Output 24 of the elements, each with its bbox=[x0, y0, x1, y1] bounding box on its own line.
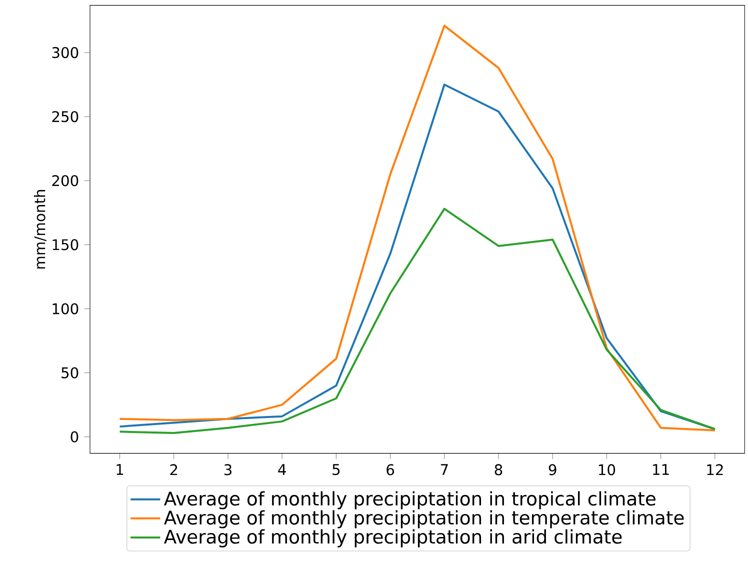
y-tick-label: 200 bbox=[52, 174, 78, 186]
y-tick-label: 150 bbox=[52, 239, 78, 250]
x-tick-label: 12 bbox=[707, 464, 723, 475]
x-tick-label: 8 bbox=[494, 464, 502, 476]
x-tick-label: 7 bbox=[440, 464, 448, 475]
x-tick-label: 6 bbox=[386, 464, 394, 476]
x-tick-label: 11 bbox=[653, 464, 669, 475]
x-tick-label: 4 bbox=[278, 464, 286, 475]
x-tick-label: 10 bbox=[598, 464, 616, 476]
legend-label: Average of monthly precipiptation in temperate climate bbox=[164, 510, 684, 528]
legend-label: Average of monthly precipiptation in tropical climate bbox=[164, 491, 656, 510]
x-tick-label: 3 bbox=[224, 464, 232, 476]
y-tick-label: 250 bbox=[52, 110, 78, 122]
x-tick-label: 5 bbox=[332, 464, 340, 475]
line-series bbox=[118, 208, 716, 434]
x-tick-label: 1 bbox=[116, 464, 124, 475]
y-tick-label: 0 bbox=[70, 431, 78, 442]
y-tick-label: 50 bbox=[62, 367, 78, 378]
x-tick-label: 2 bbox=[170, 464, 178, 475]
x-tick-label: 9 bbox=[548, 464, 556, 476]
y-tick-label: 300 bbox=[52, 46, 78, 58]
y-axis-title: mm/month bbox=[34, 190, 46, 268]
y-tick-label: 100 bbox=[52, 303, 78, 314]
legend-label: Average of monthly precipiptation in arid climate bbox=[164, 529, 622, 548]
